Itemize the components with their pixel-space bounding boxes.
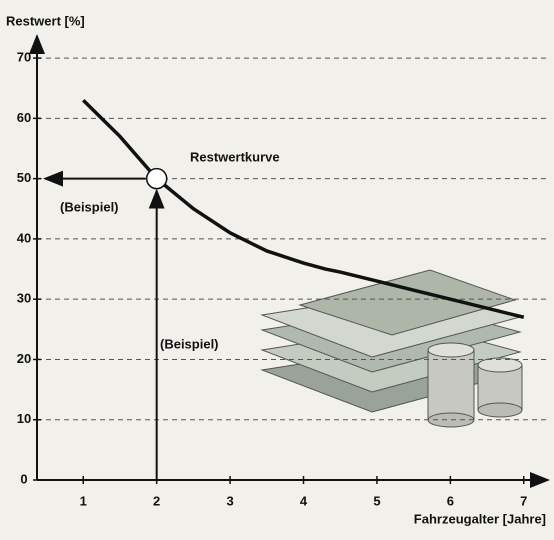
example-point	[147, 169, 167, 189]
y-tick-label: 40	[17, 230, 31, 245]
y-tick-label: 60	[17, 110, 31, 125]
x-tick-label: 2	[153, 493, 160, 508]
y-tick-label: 20	[17, 351, 31, 366]
y-tick-label: 70	[17, 50, 31, 65]
x-tick-label: 3	[226, 493, 233, 508]
example-label: (Beispiel)	[60, 199, 119, 214]
y-tick-label: 10	[17, 411, 31, 426]
example-label: (Beispiel)	[160, 336, 219, 351]
x-tick-label: 5	[373, 493, 380, 508]
chart: Restwert [%] Fahrzeugalter [Jahre] 0 10 20…	[0, 0, 554, 540]
y-tick-label: 30	[17, 291, 31, 306]
y-axis-label: Restwert [%]	[6, 13, 85, 28]
x-axis-label: Fahrzeugalter [Jahre]	[414, 511, 546, 526]
background	[0, 0, 554, 540]
x-tick-label: 1	[80, 493, 87, 508]
series-label: Restwertkurve	[190, 149, 280, 164]
x-tick-label: 4	[300, 493, 308, 508]
x-tick-label: 6	[447, 493, 454, 508]
y-tick-label: 0	[20, 471, 27, 486]
y-tick-label: 50	[17, 170, 31, 185]
x-tick-label: 7	[520, 493, 527, 508]
